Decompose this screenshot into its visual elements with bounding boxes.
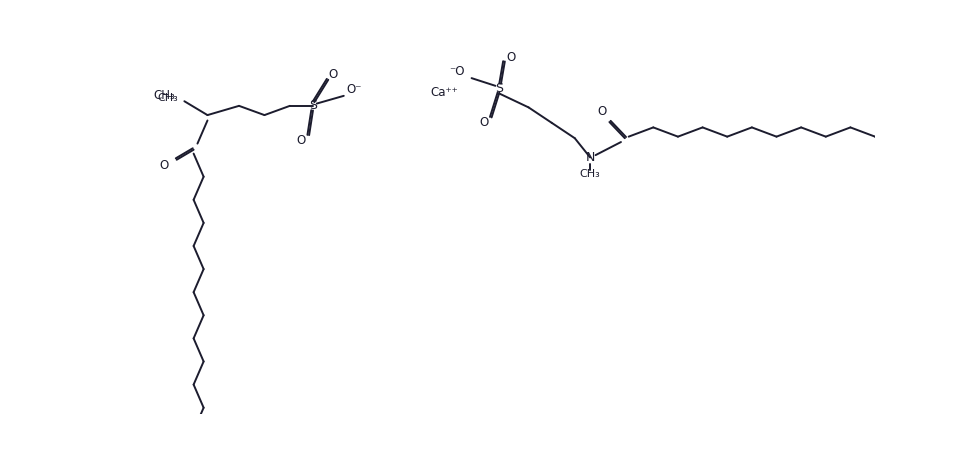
Text: Ca⁺⁺: Ca⁺⁺ [430, 86, 457, 99]
Text: CH₃: CH₃ [157, 93, 178, 103]
Text: CH₃: CH₃ [580, 169, 601, 179]
Text: S: S [309, 100, 317, 113]
Text: O: O [480, 116, 488, 129]
Text: N: N [585, 151, 595, 164]
Text: O⁻: O⁻ [346, 83, 362, 96]
Text: O: O [597, 105, 606, 118]
Text: O: O [506, 51, 516, 64]
Text: ⁻O: ⁻O [449, 66, 465, 79]
Text: O: O [160, 159, 169, 172]
Text: O: O [296, 134, 306, 147]
Text: S: S [495, 82, 503, 95]
Text: O: O [329, 68, 337, 81]
Text: CH₃: CH₃ [153, 89, 175, 102]
